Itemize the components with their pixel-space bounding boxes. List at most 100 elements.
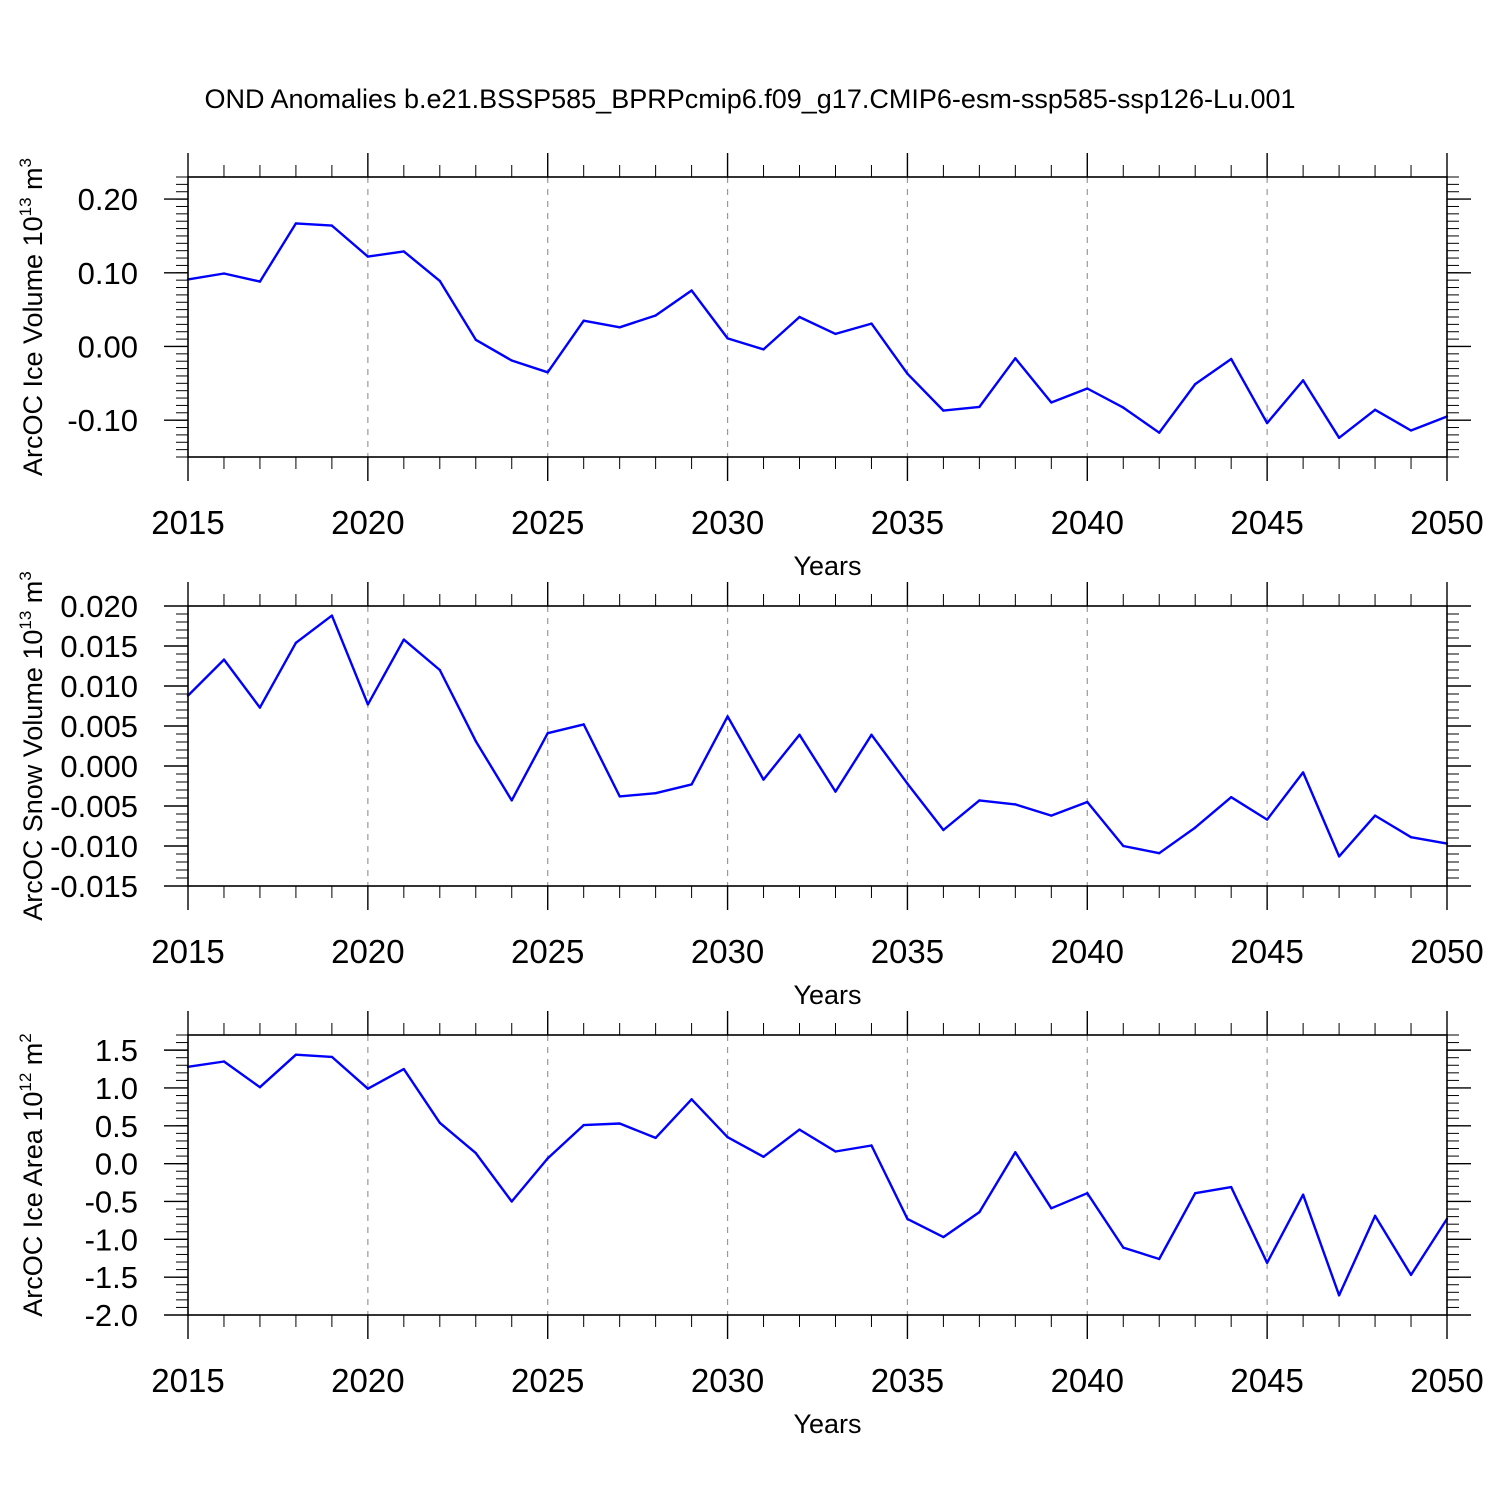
y-tick-label: 0.10 xyxy=(78,256,138,291)
data-point xyxy=(1014,357,1017,360)
y-tick-label: 0.20 xyxy=(78,182,138,217)
data-point xyxy=(1301,1193,1305,1196)
data-point xyxy=(654,1136,657,1140)
data-point xyxy=(258,280,262,283)
y-tick-label: -0.10 xyxy=(67,403,138,438)
data-point xyxy=(438,279,441,283)
x-tick-label: 2035 xyxy=(871,933,944,970)
data-point xyxy=(546,732,549,735)
plot-frame xyxy=(187,176,1448,458)
data-point xyxy=(474,740,477,743)
x-tick-label: 2045 xyxy=(1230,1362,1303,1399)
data-point xyxy=(1014,1151,1017,1154)
data-point xyxy=(834,1150,837,1153)
data-point xyxy=(618,1122,621,1125)
y-tick-label: -0.005 xyxy=(50,789,138,824)
data-point xyxy=(1014,803,1017,806)
data-point xyxy=(1337,436,1341,440)
data-point xyxy=(1122,844,1125,848)
data-point xyxy=(330,1055,334,1059)
data-point xyxy=(222,1060,226,1063)
plot-frame xyxy=(187,1034,1448,1316)
data-point xyxy=(834,332,837,336)
data-point xyxy=(258,1086,262,1089)
x-axis-label: Years xyxy=(793,980,861,1010)
data-point xyxy=(1265,818,1269,821)
panel-1: ArcOC Ice Volume 1013 m3 -0.10 0.00 0.10 0.2… xyxy=(16,153,1484,581)
data-point xyxy=(870,322,873,325)
data-point xyxy=(978,1210,981,1214)
x-tick-label: 2020 xyxy=(331,933,404,970)
data-point xyxy=(654,314,657,317)
data-point xyxy=(1409,429,1413,432)
y-axis-label: ArcOC Ice Volume 1013 m3 xyxy=(16,158,48,476)
data-point xyxy=(906,782,909,785)
data-point xyxy=(222,658,226,661)
x-tick-label: 2040 xyxy=(1051,504,1124,541)
y-tick-label: 0.0 xyxy=(95,1147,138,1182)
data-point xyxy=(762,1155,765,1159)
y-tick-label: -2.0 xyxy=(85,1298,138,1333)
y-tick-label: 0.010 xyxy=(60,669,138,704)
data-point xyxy=(582,1123,585,1127)
x-tick-label: 2045 xyxy=(1230,504,1303,541)
data-point xyxy=(1409,836,1413,839)
x-axis-label: Years xyxy=(793,1409,861,1439)
data-point xyxy=(1229,796,1233,799)
data-point xyxy=(1158,431,1161,434)
data-point xyxy=(1301,771,1305,774)
data-point xyxy=(1229,357,1233,361)
data-point xyxy=(474,1151,477,1155)
data-point xyxy=(222,272,226,275)
y-tick-label: 0.5 xyxy=(95,1109,138,1144)
x-tick-label: 2030 xyxy=(691,1362,764,1399)
x-tick-label: 2050 xyxy=(1410,1362,1483,1399)
data-point xyxy=(438,668,441,672)
x-tick-label: 2040 xyxy=(1051,933,1124,970)
data-point xyxy=(726,715,729,718)
data-point xyxy=(294,1053,298,1056)
y-tick-label: 0.000 xyxy=(60,749,138,784)
data-point xyxy=(1373,814,1377,817)
y-tick-label: 1.0 xyxy=(95,1071,138,1106)
data-point xyxy=(1265,421,1269,425)
data-point xyxy=(1050,1207,1053,1210)
data-point xyxy=(1122,406,1125,409)
x-tick-label: 2040 xyxy=(1051,1362,1124,1399)
x-tick-label: 2015 xyxy=(151,933,224,970)
data-point xyxy=(1265,1261,1269,1264)
data-point xyxy=(1301,379,1305,382)
y-tick-label: -1.0 xyxy=(85,1222,138,1257)
data-point xyxy=(762,778,765,781)
series-line xyxy=(187,222,1448,439)
data-point xyxy=(1050,401,1053,404)
data-point xyxy=(726,1135,729,1139)
data-point xyxy=(1194,1191,1197,1195)
data-point xyxy=(1337,1294,1341,1297)
data-point xyxy=(330,614,334,617)
data-point xyxy=(366,1087,370,1090)
plot-frame xyxy=(187,605,1448,887)
data-point xyxy=(906,1217,909,1221)
panel-3: ArcOC Ice Area 1012 m2-2.0-1.5-1.0-0.50.… xyxy=(16,1011,1484,1439)
data-point xyxy=(1373,408,1377,412)
data-point xyxy=(690,289,693,292)
data-point xyxy=(870,1144,873,1147)
data-point xyxy=(474,338,477,342)
x-tick-label: 2050 xyxy=(1410,933,1483,970)
x-axis-label: Years xyxy=(793,551,861,581)
series-line xyxy=(187,1053,1449,1297)
x-tick-label: 2015 xyxy=(151,1362,224,1399)
data-point xyxy=(726,337,729,340)
data-point xyxy=(546,1157,549,1160)
data-point xyxy=(618,795,621,798)
data-point xyxy=(906,372,909,375)
y-tick-label: -0.010 xyxy=(50,829,138,864)
data-point xyxy=(834,790,837,793)
data-point xyxy=(978,405,981,409)
y-tick-label: -0.015 xyxy=(50,869,138,904)
data-point xyxy=(798,1128,801,1131)
data-point xyxy=(366,703,370,706)
data-point xyxy=(582,723,585,726)
